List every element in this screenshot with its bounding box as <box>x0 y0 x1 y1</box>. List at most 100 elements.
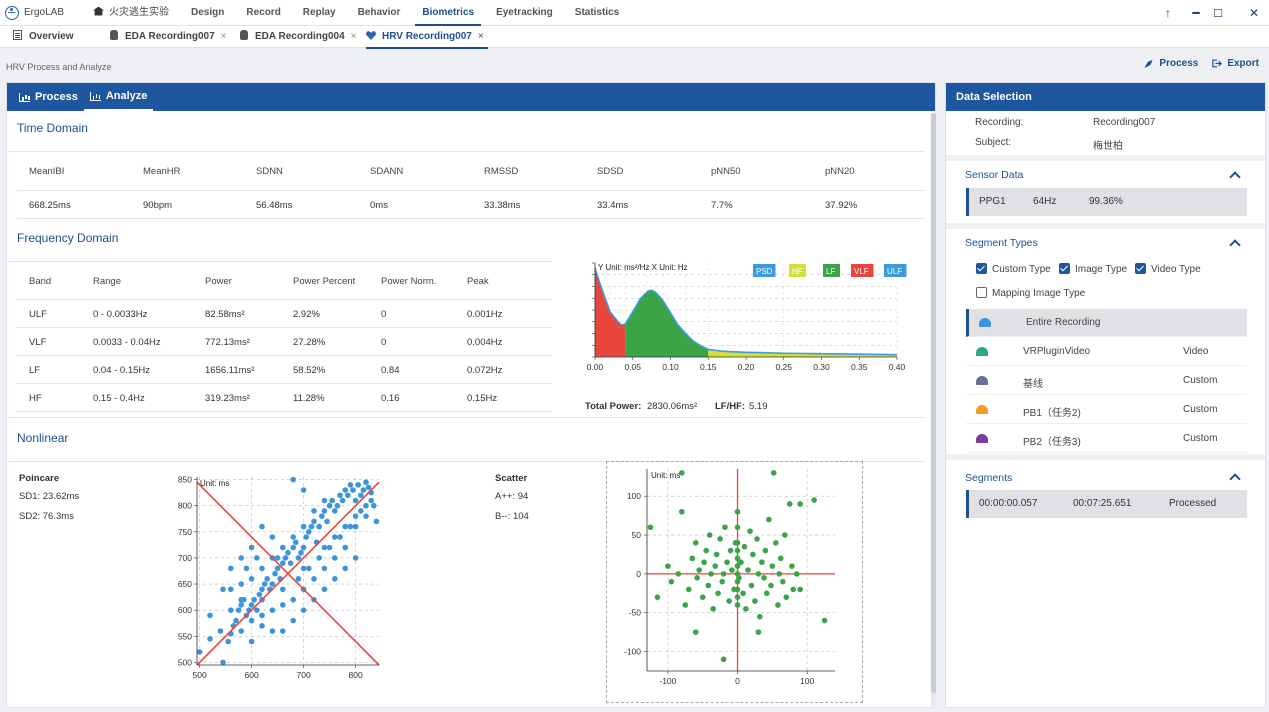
legend-swatch-hf <box>789 264 806 277</box>
y-tick-label: 0 <box>636 569 641 579</box>
scatter-point <box>696 567 703 573</box>
app-logo[interactable]: ErgoLAB <box>0 5 82 20</box>
poincare-point <box>368 497 374 504</box>
segment-type-row[interactable]: PB1（任务2) Custom <box>966 396 1247 424</box>
scatter-point <box>685 586 692 593</box>
export-button[interactable]: Export <box>1212 58 1259 69</box>
tab-eda-recording007[interactable]: EDA Recording007 × <box>110 26 227 48</box>
close-tab-icon[interactable]: × <box>350 31 357 42</box>
scatter-point <box>740 590 746 597</box>
poincare-point <box>290 476 296 483</box>
tab-eda-recording004[interactable]: EDA Recording004 × <box>240 26 357 48</box>
segment-type-row[interactable]: PB2（任务3) Custom <box>966 425 1247 453</box>
ergolab-logo-icon <box>5 5 19 20</box>
app-name: ErgoLAB <box>24 7 65 18</box>
check-image-type[interactable]: Image Type <box>1059 263 1127 275</box>
menu-item-project[interactable]: 火灾逃生实验 <box>82 0 180 26</box>
poincare-point <box>295 576 302 582</box>
check-mapping-image-type[interactable]: Mapping Image Type <box>976 287 1085 299</box>
page-actions: Process Export <box>1144 58 1259 69</box>
legend-label: LF <box>826 267 835 276</box>
segment-icon <box>979 318 991 327</box>
lfhf-value: 5.19 <box>749 401 768 412</box>
poincare-point <box>303 534 309 540</box>
poincare-point <box>311 508 317 514</box>
close-tab-icon[interactable]: × <box>220 31 227 42</box>
home-icon <box>93 6 104 16</box>
frequency-table-cell: 0.0033 - 0.04Hz <box>93 337 161 348</box>
legend-label: VLF <box>854 267 869 276</box>
scatter-point <box>715 590 721 597</box>
close-window-button[interactable]: ✕ <box>1248 6 1260 20</box>
up-arrow-icon[interactable]: ↑ <box>1165 6 1171 20</box>
chevron-up-icon[interactable] <box>1229 473 1241 485</box>
scatter-point <box>665 563 671 569</box>
scatter-point <box>766 516 772 523</box>
menu-item-biometrics[interactable]: Biometrics <box>411 0 485 26</box>
scatter-point <box>754 536 760 542</box>
tab-analyze[interactable]: Analyze <box>83 83 154 111</box>
segment-icon <box>976 376 988 385</box>
tab-overview[interactable]: Overview <box>13 26 73 48</box>
poincare-point <box>235 607 242 613</box>
tab-process[interactable]: Process <box>13 83 84 111</box>
time-domain-header-cell: SDANN <box>370 166 404 177</box>
legend-swatch-lf <box>823 264 840 277</box>
maximize-button[interactable]: ☐ <box>1213 7 1223 20</box>
minimize-button[interactable]: ━ <box>1192 6 1200 20</box>
poincare-point <box>259 586 265 593</box>
frequency-table-cell: 0.84 <box>381 365 400 376</box>
time-domain-value-cell: 37.92% <box>825 200 858 211</box>
segment-type-row[interactable]: Entire Recording <box>966 309 1247 337</box>
scatter-point <box>790 586 797 593</box>
sensor-row[interactable]: PPG1 64Hz 99.36% <box>966 188 1247 216</box>
lfhf-label: LF/HF: <box>715 401 746 412</box>
scrollbar-thumb[interactable] <box>931 113 936 693</box>
menu-item-eyetracking[interactable]: Eyetracking <box>496 6 553 18</box>
scatter-point <box>775 602 781 608</box>
chevron-up-icon[interactable] <box>1229 239 1241 251</box>
tab-hrv-recording007[interactable]: HRV Recording007 × <box>366 26 488 49</box>
segment-icon <box>976 347 988 356</box>
menu-item-replay[interactable]: Replay <box>302 6 336 18</box>
poincare-point <box>269 628 276 634</box>
poincare-point <box>280 628 286 634</box>
poincare-point <box>319 513 325 519</box>
divider <box>17 411 552 412</box>
check-custom-type[interactable]: Custom Type <box>976 263 1051 275</box>
export-icon <box>1212 59 1223 68</box>
time-domain-value-cell: 0ms <box>370 200 388 211</box>
poincare-point <box>308 523 315 530</box>
poincare-point <box>290 534 296 540</box>
menu-item-statistics[interactable]: Statistics <box>574 6 620 18</box>
poincare-point <box>285 549 291 556</box>
segment-icon <box>976 405 988 414</box>
process-button[interactable]: Process <box>1144 58 1198 69</box>
poincare-point <box>337 492 343 499</box>
scatter-point <box>797 501 803 507</box>
segment-type-row[interactable]: 基线 Custom <box>966 367 1247 395</box>
poincare-point <box>228 565 234 572</box>
poincare-point <box>345 492 351 499</box>
poincare-point <box>217 628 224 634</box>
close-tab-icon[interactable]: × <box>477 31 484 42</box>
segment-type-name: VRPluginVideo <box>1023 346 1091 357</box>
segment-row[interactable]: 00:00:00.057 00:07:25.651 Processed <box>966 490 1247 518</box>
poincare-point <box>316 555 322 561</box>
frequency-table-cell: 1656.11ms² <box>205 365 255 376</box>
chevron-up-icon[interactable] <box>1229 171 1241 183</box>
data-selection-panel: Data Selection Recording: Recording007 S… <box>945 82 1266 708</box>
menu-item-design[interactable]: Design <box>191 6 225 18</box>
menu-item-behavior[interactable]: Behavior <box>357 6 401 18</box>
scatter-point <box>773 540 779 546</box>
segment-type-row[interactable]: VRPluginVideo Video <box>966 338 1247 366</box>
x-tick-label: 0 <box>735 676 740 686</box>
scatter-point <box>786 501 793 507</box>
divider <box>17 190 925 191</box>
poincare-point <box>358 492 364 499</box>
legend-swatch-ulf <box>884 264 907 277</box>
time-domain-header-cell: pNN20 <box>825 166 855 177</box>
menu-item-record[interactable]: Record <box>246 6 281 18</box>
scatter-bmm: B--: 104 <box>495 511 529 522</box>
check-video-type[interactable]: Video Type <box>1135 263 1201 275</box>
